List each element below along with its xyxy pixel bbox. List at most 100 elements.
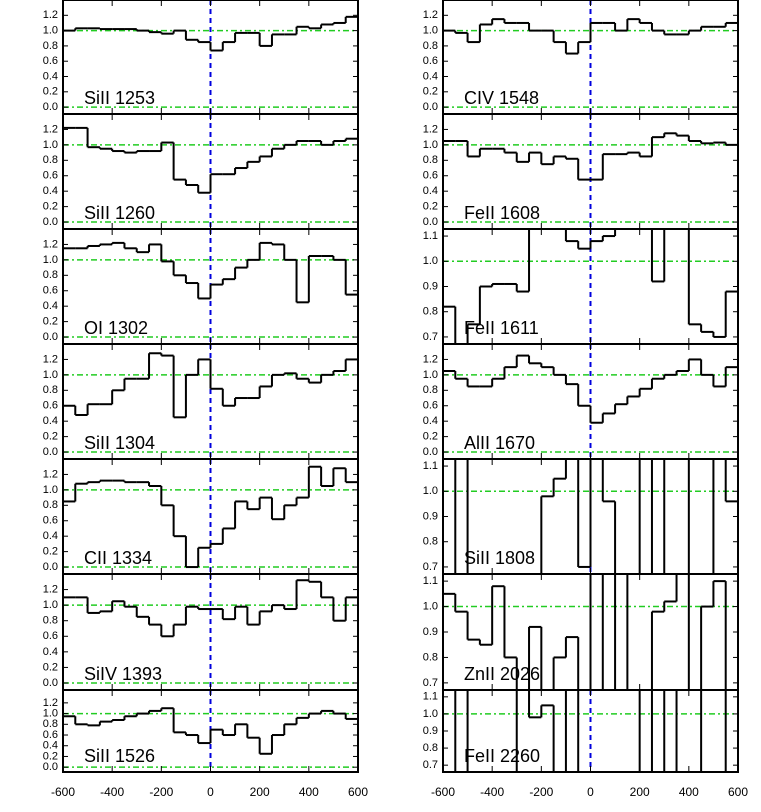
y-tick-label: 1.0 — [423, 25, 438, 37]
step-connector — [454, 574, 727, 690]
y-tick-label: 0.8 — [423, 651, 438, 663]
panel-label: SiIV 1393 — [84, 664, 162, 684]
panel — [443, 690, 738, 772]
y-tick-label: 0.8 — [423, 306, 438, 318]
y-tick-label: 0.8 — [423, 154, 438, 166]
y-tick-label: 0.6 — [423, 400, 438, 412]
y-tick-label: 0.2 — [43, 431, 58, 443]
panel-label: SiII 1253 — [84, 88, 155, 108]
y-tick-label: 0.2 — [423, 86, 438, 98]
y-tick-label: 1.2 — [43, 468, 58, 480]
y-tick-label: 1.2 — [43, 697, 58, 709]
y-tick-label: 1.2 — [43, 9, 58, 21]
y-tick-label: 1.2 — [423, 353, 438, 365]
x-tick-label: -400 — [100, 785, 124, 799]
panel — [63, 114, 358, 229]
y-tick-label: 1.0 — [43, 25, 58, 37]
panel — [443, 574, 738, 690]
y-tick-label: 0.9 — [423, 280, 438, 292]
y-tick-label: 1.0 — [43, 707, 58, 719]
y-tick-label: 1.1 — [423, 460, 438, 472]
y-tick-label: 0.0 — [43, 216, 58, 228]
y-tick-label: 0.0 — [43, 761, 58, 773]
y-tick-label: 0.2 — [43, 316, 58, 328]
y-tick-label: 1.0 — [423, 600, 438, 612]
panel — [63, 459, 358, 574]
y-tick-label: 0.2 — [43, 86, 58, 98]
panel-label: SiII 1526 — [84, 746, 155, 766]
x-tick-label: 0 — [207, 785, 214, 799]
panel — [63, 229, 358, 344]
y-tick-label: 0.8 — [43, 384, 58, 396]
x-tick-label: 400 — [679, 785, 699, 799]
x-tick-label: 200 — [630, 785, 650, 799]
y-tick-label: 0.7 — [423, 561, 438, 573]
y-tick-label: 1.0 — [423, 369, 438, 381]
y-tick-label: 0.6 — [43, 55, 58, 67]
y-tick-label: 0.7 — [423, 331, 438, 343]
y-tick-label: 1.0 — [423, 139, 438, 151]
y-tick-label: 0.4 — [43, 530, 58, 542]
y-tick-label: 0.9 — [423, 626, 438, 638]
y-tick-label: 0.4 — [43, 740, 58, 752]
x-tick-label: -600 — [431, 785, 455, 799]
panel — [443, 459, 738, 574]
panel-label: OI 1302 — [84, 318, 148, 338]
y-tick-label: 1.0 — [423, 708, 438, 720]
y-tick-label: 0.7 — [423, 677, 438, 689]
panel — [443, 344, 738, 459]
x-tick-label: -200 — [529, 785, 553, 799]
panel — [63, 0, 358, 114]
y-tick-label: 0.2 — [43, 201, 58, 213]
y-tick-label: 0.4 — [423, 415, 438, 427]
y-tick-label: 1.2 — [423, 9, 438, 21]
panel — [63, 690, 358, 772]
y-tick-label: 0.8 — [423, 742, 438, 754]
y-tick-label: 0.8 — [43, 499, 58, 511]
y-tick-label: 0.4 — [43, 415, 58, 427]
y-tick-label: 1.2 — [43, 238, 58, 250]
y-tick-label: 0.7 — [423, 759, 438, 771]
y-tick-label: 0.6 — [43, 285, 58, 297]
panel-label: CIV 1548 — [464, 88, 539, 108]
y-tick-label: 1.0 — [423, 485, 438, 497]
y-tick-label: 1.2 — [43, 353, 58, 365]
y-tick-label: 0.6 — [43, 729, 58, 741]
x-tick-label: 600 — [348, 785, 368, 799]
y-tick-label: 0.6 — [43, 400, 58, 412]
y-tick-label: 0.4 — [43, 300, 58, 312]
y-tick-label: 0.4 — [43, 70, 58, 82]
x-tick-label: 200 — [250, 785, 270, 799]
step-connector — [74, 708, 347, 754]
panel-label: FeII 1611 — [464, 318, 539, 338]
panel-label: FeII 1608 — [464, 203, 540, 223]
panel-label: AlII 1670 — [464, 433, 535, 453]
y-tick-label: 0.0 — [43, 446, 58, 458]
y-tick-label: 1.0 — [43, 369, 58, 381]
y-tick-label: 0.8 — [43, 40, 58, 52]
y-tick-label: 0.8 — [423, 536, 438, 548]
y-tick-label: 0.0 — [43, 677, 58, 689]
y-tick-label: 0.6 — [423, 55, 438, 67]
panel-label: ZnII 2026 — [464, 664, 540, 684]
x-tick-label: -600 — [51, 785, 75, 799]
y-tick-label: 1.2 — [43, 123, 58, 135]
y-tick-label: 0.8 — [43, 154, 58, 166]
panel-label: SiII 1304 — [84, 433, 155, 453]
y-tick-label: 0.2 — [43, 750, 58, 762]
y-tick-label: 0.6 — [43, 630, 58, 642]
y-tick-label: 0.9 — [423, 510, 438, 522]
y-tick-label: 0.4 — [423, 185, 438, 197]
y-tick-label: 1.1 — [423, 575, 438, 587]
y-tick-label: 1.1 — [423, 691, 438, 703]
panel — [443, 0, 738, 114]
step-connector — [454, 690, 727, 772]
y-tick-label: 0.8 — [43, 269, 58, 281]
step-connector — [466, 133, 727, 180]
y-tick-label: 0.8 — [423, 384, 438, 396]
y-tick-label: 0.0 — [423, 216, 438, 228]
y-tick-label: 0.2 — [423, 431, 438, 443]
x-tick-label: -200 — [149, 785, 173, 799]
y-tick-label: 0.2 — [43, 661, 58, 673]
